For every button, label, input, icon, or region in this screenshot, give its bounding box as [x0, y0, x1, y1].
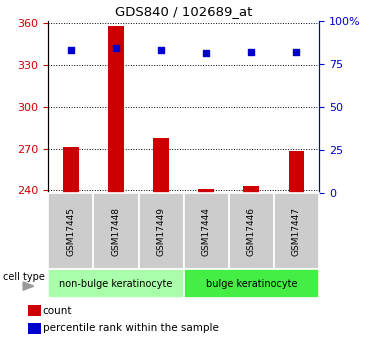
- Point: [113, 46, 119, 51]
- Bar: [138, 193, 184, 269]
- Text: GSM17449: GSM17449: [157, 207, 165, 256]
- Bar: [184, 269, 319, 298]
- Text: bulge keratinocyte: bulge keratinocyte: [206, 279, 297, 289]
- Bar: [289, 151, 304, 193]
- Bar: [229, 193, 274, 269]
- Bar: [184, 193, 229, 269]
- Bar: [198, 189, 214, 193]
- Bar: [153, 138, 169, 193]
- Bar: [63, 147, 79, 193]
- Point: [68, 47, 74, 53]
- Point: [293, 49, 299, 55]
- Polygon shape: [23, 282, 34, 290]
- Bar: [243, 186, 259, 193]
- Bar: [48, 269, 184, 298]
- Point: [203, 51, 209, 56]
- Text: cell type: cell type: [3, 272, 45, 282]
- Text: GSM17446: GSM17446: [247, 207, 256, 256]
- Bar: [29, 323, 41, 334]
- Bar: [93, 193, 138, 269]
- Bar: [48, 193, 93, 269]
- Bar: [29, 305, 41, 316]
- Bar: [274, 193, 319, 269]
- Text: GSM17448: GSM17448: [111, 207, 121, 256]
- Point: [249, 49, 255, 55]
- Bar: [108, 26, 124, 193]
- Text: GSM17445: GSM17445: [66, 207, 75, 256]
- Point: [158, 47, 164, 53]
- Text: GSM17444: GSM17444: [202, 207, 211, 256]
- Title: GDS840 / 102689_at: GDS840 / 102689_at: [115, 5, 252, 18]
- Text: GSM17447: GSM17447: [292, 207, 301, 256]
- Text: non-bulge keratinocyte: non-bulge keratinocyte: [59, 279, 173, 289]
- Text: count: count: [43, 306, 72, 316]
- Text: percentile rank within the sample: percentile rank within the sample: [43, 323, 219, 333]
